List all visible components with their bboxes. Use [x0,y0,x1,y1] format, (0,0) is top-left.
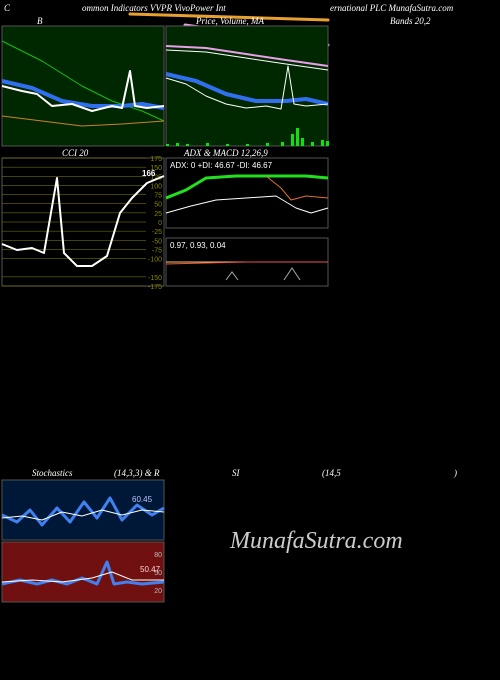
svg-text:-75: -75 [152,247,162,254]
svg-text:175: 175 [150,156,162,163]
svg-text:): ) [453,468,457,478]
svg-text:0: 0 [158,220,162,227]
svg-text:100: 100 [150,183,162,190]
svg-text:-25: -25 [152,229,162,236]
svg-text:ADX & MACD 12,26,9: ADX & MACD 12,26,9 [183,148,268,158]
svg-text:50.47: 50.47 [140,565,161,574]
svg-text:CCI 20: CCI 20 [62,148,89,158]
svg-text:-50: -50 [152,238,162,245]
svg-text:80: 80 [154,552,162,559]
watermark-text: MunafaSutra.com [230,528,403,555]
svg-text:-175: -175 [148,284,162,291]
svg-text:(14,3,3) & R: (14,3,3) & R [114,468,160,478]
svg-text:B: B [37,16,43,26]
chart-canvas: BPrice, Volume, MABands 20,2CCI 20175150… [0,0,500,680]
svg-text:75: 75 [154,193,162,200]
svg-text:Price, Volume, MA: Price, Volume, MA [195,16,264,26]
svg-text:(14,5: (14,5 [322,468,341,478]
svg-text:0.97, 0.93, 0.04: 0.97, 0.93, 0.04 [170,241,226,250]
svg-text:-100: -100 [148,257,162,264]
svg-text:-150: -150 [148,275,162,282]
svg-text:50: 50 [154,202,162,209]
svg-text:166: 166 [142,169,156,178]
svg-text:Bands 20,2: Bands 20,2 [390,16,431,26]
svg-text:SI: SI [232,468,241,478]
svg-text:ADX: 0 +DI: 46.67 -DI: 46.67: ADX: 0 +DI: 46.67 -DI: 46.67 [170,161,273,170]
svg-text:20: 20 [154,588,162,595]
svg-text:Stochastics: Stochastics [32,468,73,478]
svg-text:25: 25 [154,211,162,218]
svg-text:60.45: 60.45 [132,495,153,504]
